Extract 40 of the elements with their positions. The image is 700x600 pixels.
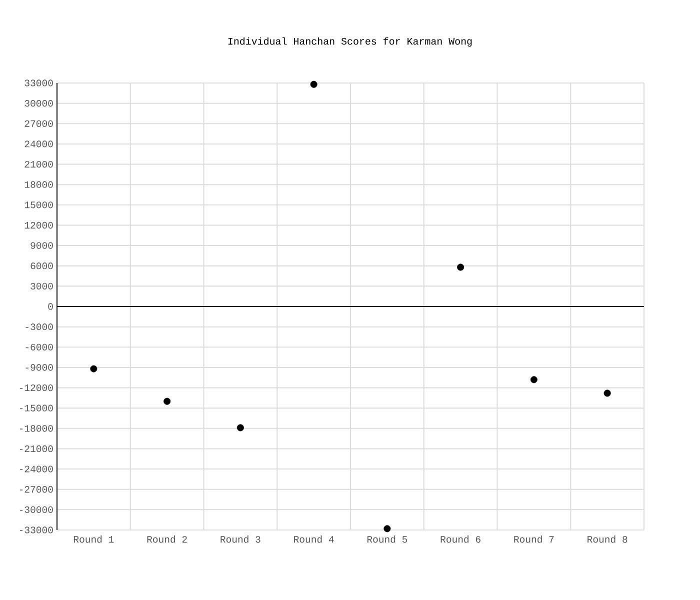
x-tick-label: Round 2 <box>147 536 187 543</box>
y-tick-label: 15000 <box>24 202 53 208</box>
y-tick-label: 27000 <box>24 120 53 127</box>
point <box>236 424 244 432</box>
y-tick-label: -21000 <box>20 445 53 452</box>
x-tick-label: Round 1 <box>74 536 114 543</box>
x-tick-label: Round 7 <box>514 536 554 543</box>
x-tick-label: Round 8 <box>588 536 628 543</box>
y-tick-label: -12000 <box>20 384 53 392</box>
y-tick-label: -3000 <box>26 324 53 330</box>
y-tick-label: 0 <box>48 303 53 310</box>
y-tick-label: -9000 <box>26 364 53 371</box>
point <box>310 80 318 88</box>
y-tick-label: 12000 <box>24 222 53 229</box>
x-tick-label: Round 4 <box>294 536 334 543</box>
y-tick-label: 6000 <box>30 262 53 270</box>
y-tick-label: 3000 <box>30 282 53 290</box>
y-tick-label: -18000 <box>20 425 53 432</box>
x-tick-label: Round 3 <box>220 536 260 543</box>
y-tick-label: -15000 <box>20 404 53 412</box>
y-tick-label: -33000 <box>20 526 53 534</box>
y-tick-label: 33000 <box>24 80 53 86</box>
x-tick-label: Round 5 <box>367 536 408 543</box>
point <box>530 376 538 384</box>
y-tick-label: 24000 <box>24 140 53 148</box>
y-tick-label: -30000 <box>20 506 53 513</box>
point <box>457 264 464 271</box>
point <box>604 390 611 397</box>
point <box>164 398 171 405</box>
chart-title: Individual Hanchan Scores for Karman Wong <box>228 37 472 47</box>
point <box>90 365 98 372</box>
y-tick-label: 18000 <box>24 181 53 188</box>
y-tick-label: -24000 <box>20 466 53 472</box>
point <box>384 525 391 532</box>
y-tick-label: 30000 <box>24 100 53 107</box>
y-tick-label: 21000 <box>24 160 53 168</box>
x-tick-label: Round 6 <box>440 536 480 543</box>
y-tick-label: -27000 <box>20 486 53 493</box>
y-tick-label: 9000 <box>30 242 53 249</box>
y-tick-label: -6000 <box>26 344 53 350</box>
